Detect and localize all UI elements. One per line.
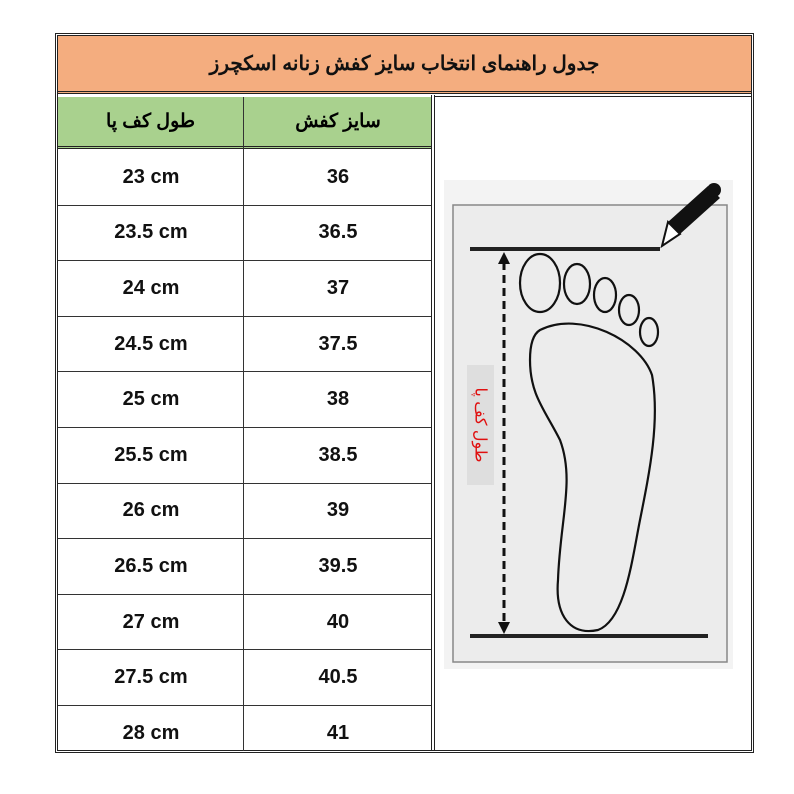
table-row: 24.5 cm 37.5 (58, 317, 432, 373)
shoe-size-cell: 38.5 (244, 428, 432, 484)
arrow-up-icon (498, 252, 510, 264)
table-title: جدول راهنمای انتخاب سایز کفش زنانه اسکچر… (58, 36, 751, 94)
table-row: 26 cm 39 (58, 484, 432, 540)
foot-length-cell: 24.5 cm (58, 317, 244, 373)
foot-length-cell: 23 cm (58, 150, 244, 206)
foot-length-cell: 26.5 cm (58, 539, 244, 595)
table-row: 25.5 cm 38.5 (58, 428, 432, 484)
shoe-size-cell: 36.5 (244, 206, 432, 262)
foot-length-cell: 25 cm (58, 372, 244, 428)
header-foot-length: طول کف پا (58, 97, 243, 149)
pencil-icon (660, 183, 721, 249)
table-body: 23 cm 36 23.5 cm 36.5 24 cm 37 24.5 cm 37.5 25 c… (58, 150, 432, 761)
foot-length-cell: 27 cm (58, 595, 244, 651)
foot-length-cell: 24 cm (58, 261, 244, 317)
table-row: 26.5 cm 39.5 (58, 539, 432, 595)
shoe-size-cell: 36 (244, 150, 432, 206)
divider (435, 94, 751, 97)
shoe-size-cell: 41 (326, 721, 350, 744)
foot-length-cell: 25.5 cm (58, 428, 244, 484)
shoe-size-cell: 38 (244, 372, 432, 428)
shoe-size-cell: 37 (244, 261, 432, 317)
table-row: 25 cm 38 (58, 372, 432, 428)
table-row: 23 cm 36 (58, 150, 432, 206)
arrow-down-icon (498, 622, 510, 634)
table-row: 27.5 cm 40.5 (58, 650, 432, 706)
foot-outline (518, 252, 660, 633)
header-shoe-size: سایز کفش (244, 97, 432, 149)
table-row: 23.5 cm 36.5 (58, 206, 432, 262)
label-bg (467, 365, 494, 485)
foot-length-cell: 27.5 cm (58, 650, 244, 706)
table-row: 24 cm 37 (58, 261, 432, 317)
table-row: 27 cm 40 (58, 595, 432, 651)
shoe-size-cell: 40 (244, 595, 432, 651)
foot-length-cell: 28 cm (122, 721, 180, 744)
foot-length-cell: 26 cm (58, 484, 244, 540)
foot-length-cell: 23.5 cm (58, 206, 244, 262)
table-row: 28 cm 41 (58, 706, 432, 761)
shoe-size-cell: 40.5 (244, 650, 432, 706)
size-table (55, 33, 754, 753)
column-divider (243, 97, 244, 751)
shoe-size-cell: 39.5 (244, 539, 432, 595)
foot-length-label: طول کف پا (472, 387, 489, 463)
foot-length-label-wrap: طول کف پا (461, 375, 501, 475)
column-divider (431, 95, 435, 751)
shoe-size-cell: 39 (244, 484, 432, 540)
shoe-size-cell: 37.5 (244, 317, 432, 373)
